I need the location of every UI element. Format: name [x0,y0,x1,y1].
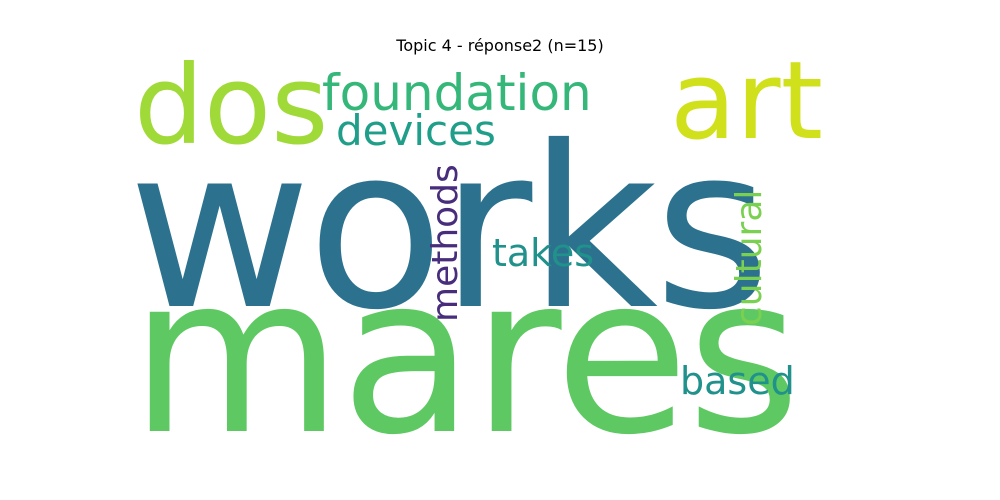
word-cloud: works mares dos art foundation devices m… [126,60,876,435]
word-based: based [680,362,795,400]
word-dos: dos [134,60,328,160]
word-methods: methods [428,164,464,322]
word-art: art [670,60,823,156]
chart-title: Topic 4 - réponse2 (n=15) [0,36,1000,55]
word-devices: devices [336,110,496,152]
word-takes: takes [492,234,594,272]
word-cultural: cultural [732,190,768,326]
